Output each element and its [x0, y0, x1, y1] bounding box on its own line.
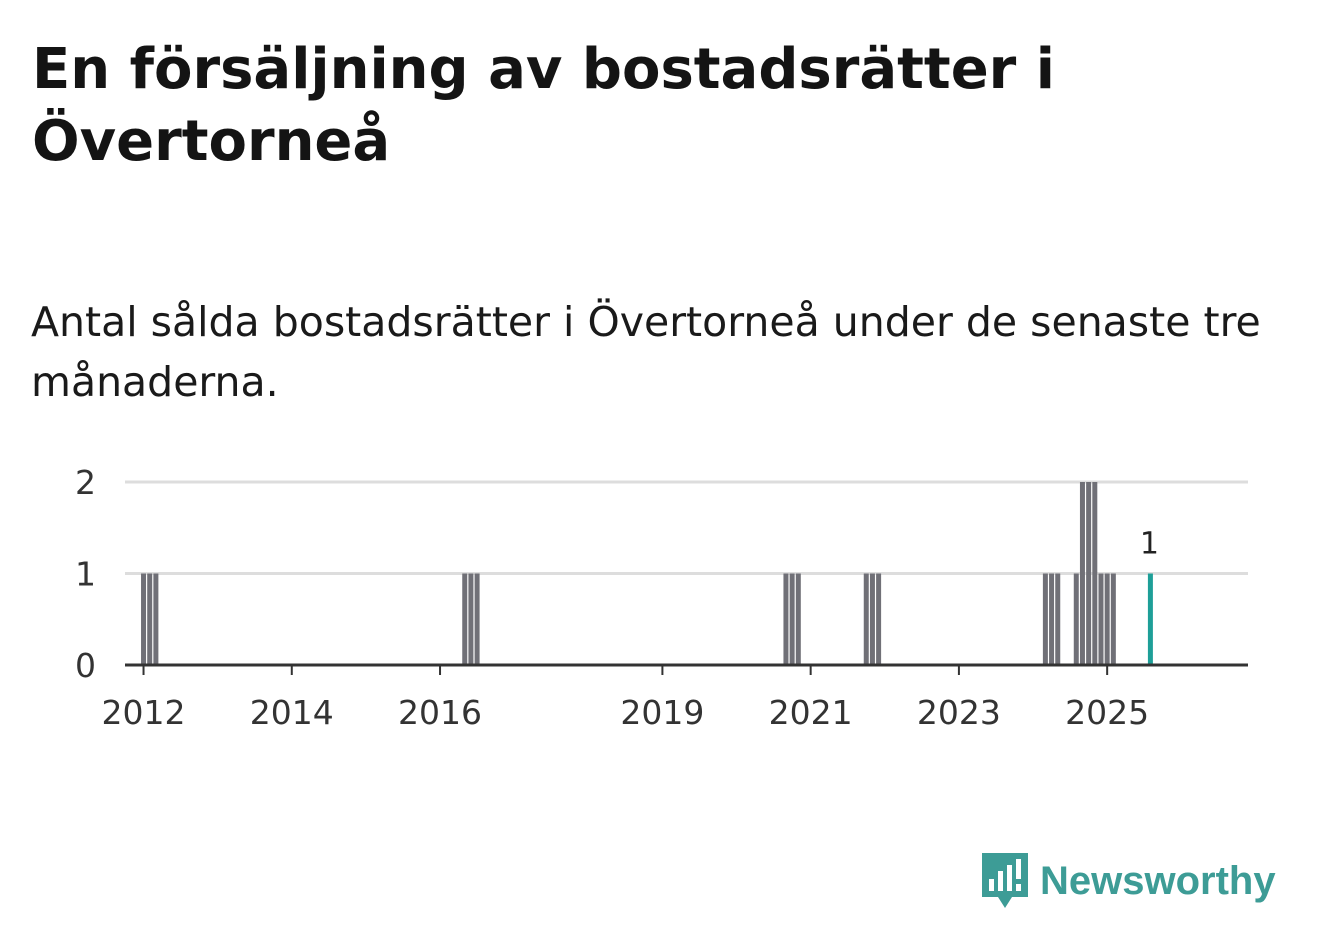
axes: [125, 663, 1248, 675]
highlight-bar: [1147, 573, 1153, 665]
bars: [141, 482, 1153, 665]
bar: [1104, 573, 1110, 665]
bar: [1110, 573, 1116, 665]
bar: [863, 573, 869, 665]
chart-title: En försäljning av bostadsrätter i Överto…: [32, 37, 1055, 174]
x-tick-label: 2023: [917, 693, 1001, 732]
y-tick-label: 2: [75, 463, 96, 502]
x-tick-label: 2021: [769, 693, 853, 732]
y-tick-label: 1: [75, 555, 96, 594]
chart-subtitle: Antal sålda bostadsrätter i Övertorneå u…: [31, 298, 1261, 406]
bar: [869, 573, 875, 665]
gridlines: [125, 480, 1248, 575]
bar: [789, 573, 795, 665]
newsworthy-logo: Newsworthy: [980, 848, 1295, 914]
x-tick-label: 2014: [250, 693, 334, 732]
y-tick-label: 0: [75, 646, 96, 685]
bar: [1086, 482, 1092, 665]
bar: [1079, 482, 1085, 665]
x-tick-label: 2016: [398, 693, 482, 732]
bar: [1073, 573, 1079, 665]
bar: [1049, 573, 1055, 665]
bar: [462, 573, 468, 665]
bar: [783, 573, 789, 665]
bar: [153, 573, 159, 665]
bar: [141, 573, 147, 665]
newsworthy-logo-icon: [982, 853, 1028, 908]
brand-name: Newsworthy: [1040, 859, 1276, 903]
labels: 0 1 2 1 2012 2014 2016 2019 2021 2023 2025: [75, 463, 1159, 732]
x-tick-label: 2025: [1065, 693, 1149, 732]
bar: [1055, 573, 1061, 665]
bar: [468, 573, 474, 665]
x-tick-label: 2019: [620, 693, 704, 732]
bar: [474, 573, 480, 665]
bar: [1098, 573, 1104, 665]
x-tick-label: 2012: [102, 693, 186, 732]
bar: [876, 573, 882, 665]
highlight-value-label: 1: [1140, 527, 1159, 562]
bar: [795, 573, 801, 665]
bar: [1092, 482, 1098, 665]
bar: [147, 573, 153, 665]
bar: [1042, 573, 1048, 665]
